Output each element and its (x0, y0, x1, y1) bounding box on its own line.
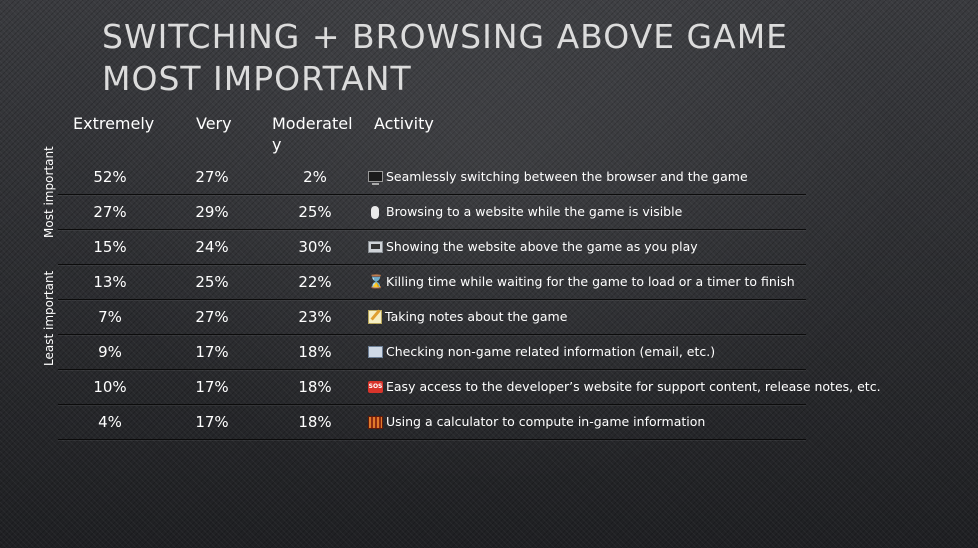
page-title: SWITCHING + BROWSING ABOVE GAME MOST IMP… (102, 16, 862, 100)
table-row: 27% 29% 25% Browsing to a website while … (58, 195, 806, 230)
very-value: 17% (195, 343, 229, 361)
mouse-icon (371, 205, 379, 219)
activity-cell: ⌛ Killing time while waiting for the gam… (368, 273, 795, 291)
title-line-2: MOST IMPORTANT (102, 59, 412, 98)
activity-text: Taking notes about the game (385, 309, 568, 324)
moderately-value: 18% (298, 343, 332, 361)
moderately-value: 18% (298, 378, 332, 396)
very-value: 17% (195, 378, 229, 396)
table-row: 52% 27% 2% Seamlessly switching between … (58, 160, 806, 195)
activity-text: Seamlessly switching between the browser… (386, 169, 748, 184)
moderately-value: 23% (298, 308, 332, 326)
abacus-icon (368, 415, 383, 429)
activity-text: Checking non-game related information (e… (386, 344, 716, 359)
extremely-value: 4% (98, 413, 122, 431)
table-row: 10% 17% 18% SOS Easy access to the devel… (58, 370, 881, 405)
survey-table: 52% 27% 2% Seamlessly switching between … (58, 160, 881, 440)
column-header-very: Very (196, 114, 232, 133)
column-header-moderately-line1: Moderatel (272, 114, 353, 133)
extremely-value: 15% (93, 238, 127, 256)
extremely-value: 13% (93, 273, 127, 291)
column-header-moderately: Moderatel y (272, 113, 353, 155)
activity-cell: SOS Easy access to the developer’s websi… (368, 378, 881, 396)
sos-icon: SOS (368, 381, 383, 393)
activity-cell: Taking notes about the game (368, 308, 567, 326)
column-header-extremely: Extremely (73, 114, 155, 133)
very-value: 27% (195, 308, 229, 326)
moderately-value: 25% (298, 203, 332, 221)
very-value: 29% (195, 203, 229, 221)
hourglass-icon: ⌛ (368, 274, 385, 290)
activity-text: Browsing to a website while the game is … (386, 204, 683, 219)
column-header-activity: Activity (374, 114, 434, 133)
extremely-value: 52% (93, 168, 127, 186)
extremely-value: 7% (98, 308, 122, 326)
side-label-most-important: Most important (42, 146, 56, 238)
moderately-value: 18% (298, 413, 332, 431)
very-value: 24% (195, 238, 229, 256)
title-line-1: SWITCHING + BROWSING ABOVE GAME (102, 17, 789, 56)
extremely-value: 10% (93, 378, 127, 396)
activity-text: Using a calculator to compute in-game in… (386, 414, 706, 429)
activity-cell: Seamlessly switching between the browser… (368, 168, 748, 186)
side-label-least-important: Least important (42, 270, 56, 366)
activity-cell: Checking non-game related information (e… (368, 343, 715, 361)
table-row: 7% 27% 23% Taking notes about the game (58, 300, 806, 335)
laptop-icon (368, 241, 383, 253)
very-value: 17% (195, 413, 229, 431)
activity-text: Killing time while waiting for the game … (386, 274, 795, 289)
very-value: 27% (195, 168, 229, 186)
moderately-value: 2% (303, 168, 327, 186)
extremely-value: 9% (98, 343, 122, 361)
moderately-value: 22% (298, 273, 332, 291)
table-row: 9% 17% 18% Checking non-game related inf… (58, 335, 806, 370)
moderately-value: 30% (298, 238, 332, 256)
monitor-icon (368, 170, 383, 185)
activity-text: Easy access to the developer’s website f… (386, 379, 881, 394)
mail-icon (368, 346, 383, 358)
memo-icon (368, 310, 382, 324)
activity-cell: Using a calculator to compute in-game in… (368, 413, 705, 431)
table-row: 15% 24% 30% Showing the website above th… (58, 230, 806, 265)
activity-cell: Browsing to a website while the game is … (368, 203, 682, 221)
activity-text: Showing the website above the game as yo… (386, 239, 698, 254)
column-header-moderately-line2: y (272, 135, 282, 154)
very-value: 25% (195, 273, 229, 291)
table-row: 4% 17% 18% Using a calculator to compute… (58, 405, 806, 440)
table-row: 13% 25% 22% ⌛ Killing time while waiting… (58, 265, 806, 300)
activity-cell: Showing the website above the game as yo… (368, 238, 698, 256)
extremely-value: 27% (93, 203, 127, 221)
